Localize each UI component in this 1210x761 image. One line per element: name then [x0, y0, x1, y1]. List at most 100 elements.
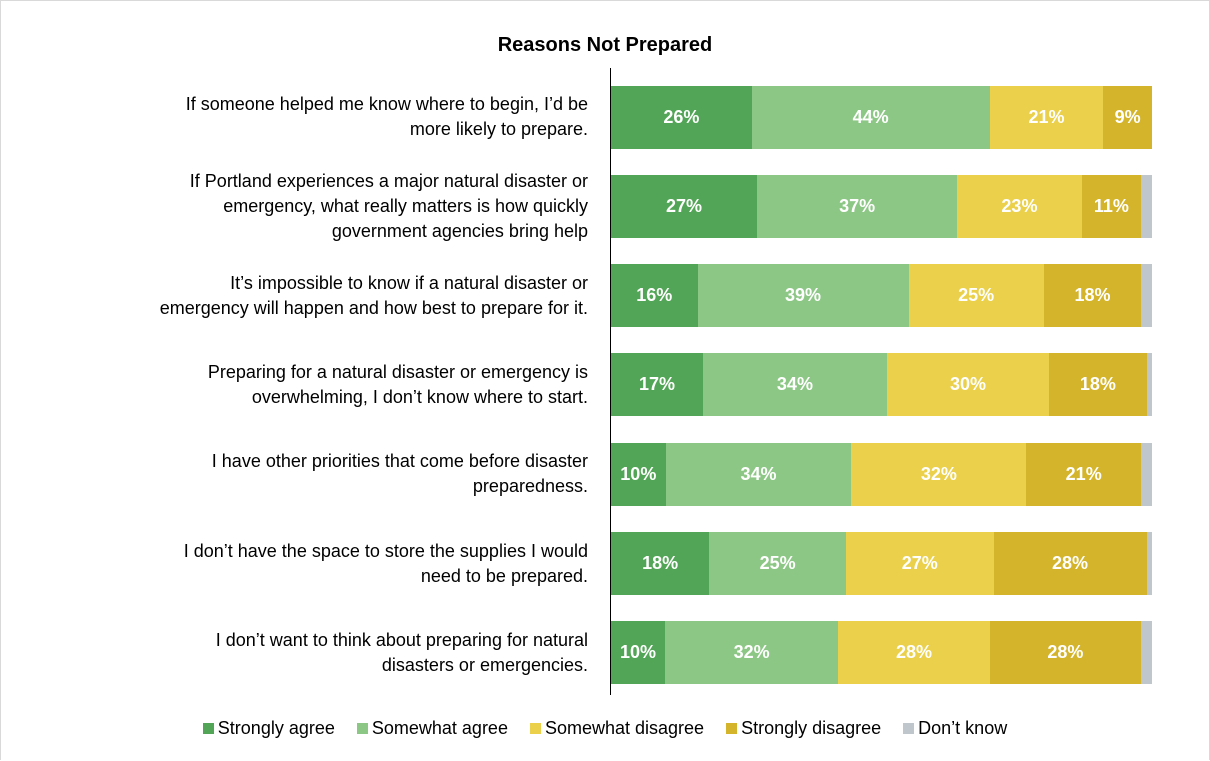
- category-label: Preparing for a natural disaster or emer…: [0, 360, 588, 410]
- bar-segment: 30%: [886, 353, 1050, 417]
- data-label: 18%: [1074, 285, 1111, 306]
- data-label: 27%: [666, 195, 703, 216]
- legend-label: Somewhat agree: [371, 718, 508, 738]
- data-label: 34%: [740, 463, 777, 484]
- data-label: 32%: [733, 642, 770, 663]
- category-label: If someone helped me know where to begin…: [0, 92, 588, 142]
- data-label: 26%: [663, 106, 700, 127]
- category-label-line: disasters or emergencies.: [381, 654, 588, 675]
- category-label-line: It’s impossible to know if a natural dis…: [230, 272, 588, 293]
- bar-segment: 10%: [611, 442, 666, 506]
- category-label-line: I don’t want to think about preparing fo…: [215, 629, 588, 650]
- category-label-line: emergency will happen and how best to pr…: [159, 297, 588, 318]
- category-label: If Portland experiences a major natural …: [0, 169, 588, 244]
- category-label: I don’t want to think about preparing fo…: [0, 628, 588, 678]
- bars-area: 26% 44% 21% 9% 27% 37% 23% 11% 16% 39% 25% 18% 17% 34…: [611, 85, 1152, 685]
- legend-item: Somewhat agree: [356, 718, 508, 739]
- bar-segment: [1141, 174, 1152, 238]
- legend-item: Strongly disagree: [726, 718, 881, 739]
- bar-segment: [1146, 532, 1152, 595]
- bar-segment: 11%: [1081, 174, 1142, 238]
- data-label: 25%: [759, 553, 796, 573]
- data-label: 27%: [901, 553, 938, 573]
- category-label-line: I have other priorities that come before…: [211, 451, 588, 472]
- category-label-line: need to be prepared.: [420, 565, 588, 586]
- category-label-line: Preparing for a natural disaster or emer…: [207, 361, 588, 382]
- data-label: 17%: [638, 374, 675, 395]
- bar-segment: [1141, 442, 1152, 506]
- category-label-line: government agencies bring help: [331, 220, 588, 241]
- data-label: 21%: [1065, 463, 1102, 484]
- category-axis-line: [610, 68, 611, 695]
- data-label: 39%: [785, 285, 822, 306]
- category-label-line: I don’t have the space to store the supp…: [183, 540, 588, 561]
- data-label: 32%: [920, 463, 957, 484]
- legend-swatch: [529, 723, 541, 734]
- bar-segment: 25%: [709, 532, 846, 595]
- data-label: 10%: [620, 642, 657, 663]
- data-label: 10%: [620, 463, 657, 484]
- data-label: 28%: [1047, 642, 1084, 663]
- category-label-line: more likely to prepare.: [409, 119, 588, 139]
- category-label-line: overwhelming, I don’t know where to star…: [251, 386, 588, 407]
- category-labels: If someone helped me know where to begin…: [0, 0, 600, 700]
- legend-label: Somewhat disagree: [544, 718, 705, 738]
- bar-segment: 9%: [1103, 85, 1152, 149]
- legend-swatch: [202, 723, 214, 734]
- bar-segment: 18%: [1049, 353, 1147, 417]
- data-label: 44%: [852, 106, 889, 127]
- bar-segment: 21%: [1026, 442, 1142, 506]
- bar-segment: [1141, 264, 1152, 328]
- category-label: It’s impossible to know if a natural dis…: [0, 271, 588, 321]
- bar-segment: 37%: [757, 174, 958, 238]
- legend-item: Don’t know: [903, 718, 1007, 739]
- legend-swatch: [356, 723, 368, 734]
- data-label: 11%: [1093, 195, 1129, 216]
- bar-segment: [1141, 621, 1152, 685]
- data-label: 28%: [895, 642, 932, 663]
- bar-segment: 18%: [1043, 264, 1142, 328]
- data-label: 9%: [1114, 106, 1141, 127]
- category-label-line: If someone helped me know where to begin…: [185, 94, 588, 114]
- bar-segment: 17%: [611, 353, 703, 417]
- legend-label: Strongly disagree: [741, 718, 882, 738]
- data-label: 37%: [839, 195, 876, 216]
- bar-segment: 27%: [845, 532, 994, 595]
- data-label: 16%: [636, 285, 673, 306]
- chart-title: Reasons Not Prepared: [497, 34, 713, 56]
- category-label-line: emergency, what really matters is how qu…: [223, 195, 588, 216]
- bar-segment: 18%: [611, 532, 710, 595]
- data-label: 23%: [1001, 195, 1038, 216]
- bar-segment: 26%: [611, 85, 752, 149]
- bar-segment: 28%: [989, 621, 1142, 685]
- category-label: I have other priorities that come before…: [0, 449, 588, 499]
- data-label: 34%: [776, 374, 813, 395]
- data-label: 28%: [1052, 553, 1089, 573]
- legend-item: Somewhat disagree: [529, 718, 705, 739]
- category-label: I don’t have the space to store the supp…: [0, 539, 588, 589]
- bar-segment: 28%: [993, 532, 1147, 595]
- legend-swatch: [726, 723, 738, 734]
- data-label: 21%: [1028, 106, 1065, 127]
- bar-segment: 32%: [665, 621, 839, 685]
- data-label: 25%: [958, 285, 995, 306]
- data-label: 30%: [950, 374, 987, 395]
- bar-segment: 34%: [702, 353, 887, 417]
- bar-segment: 23%: [957, 174, 1082, 238]
- bar-segment: 16%: [611, 264, 698, 328]
- bar-segment: 27%: [611, 174, 758, 238]
- bar-segment: [1146, 353, 1152, 417]
- category-label-line: If Portland experiences a major natural …: [189, 170, 588, 191]
- category-label-line: preparedness.: [472, 476, 588, 497]
- bar-segment: 34%: [665, 442, 852, 506]
- legend-swatch: [903, 723, 915, 734]
- legend-label: Don’t know: [918, 718, 1008, 738]
- bar-segment: 32%: [851, 442, 1027, 506]
- bar-segment: 28%: [838, 621, 990, 685]
- bar-segment: 39%: [697, 264, 909, 328]
- data-label: 18%: [642, 553, 679, 573]
- bar-segment: 21%: [989, 85, 1104, 149]
- legend-item: Strongly agree: [202, 718, 335, 739]
- bar-segment: 44%: [751, 85, 990, 149]
- data-label: 18%: [1079, 374, 1116, 395]
